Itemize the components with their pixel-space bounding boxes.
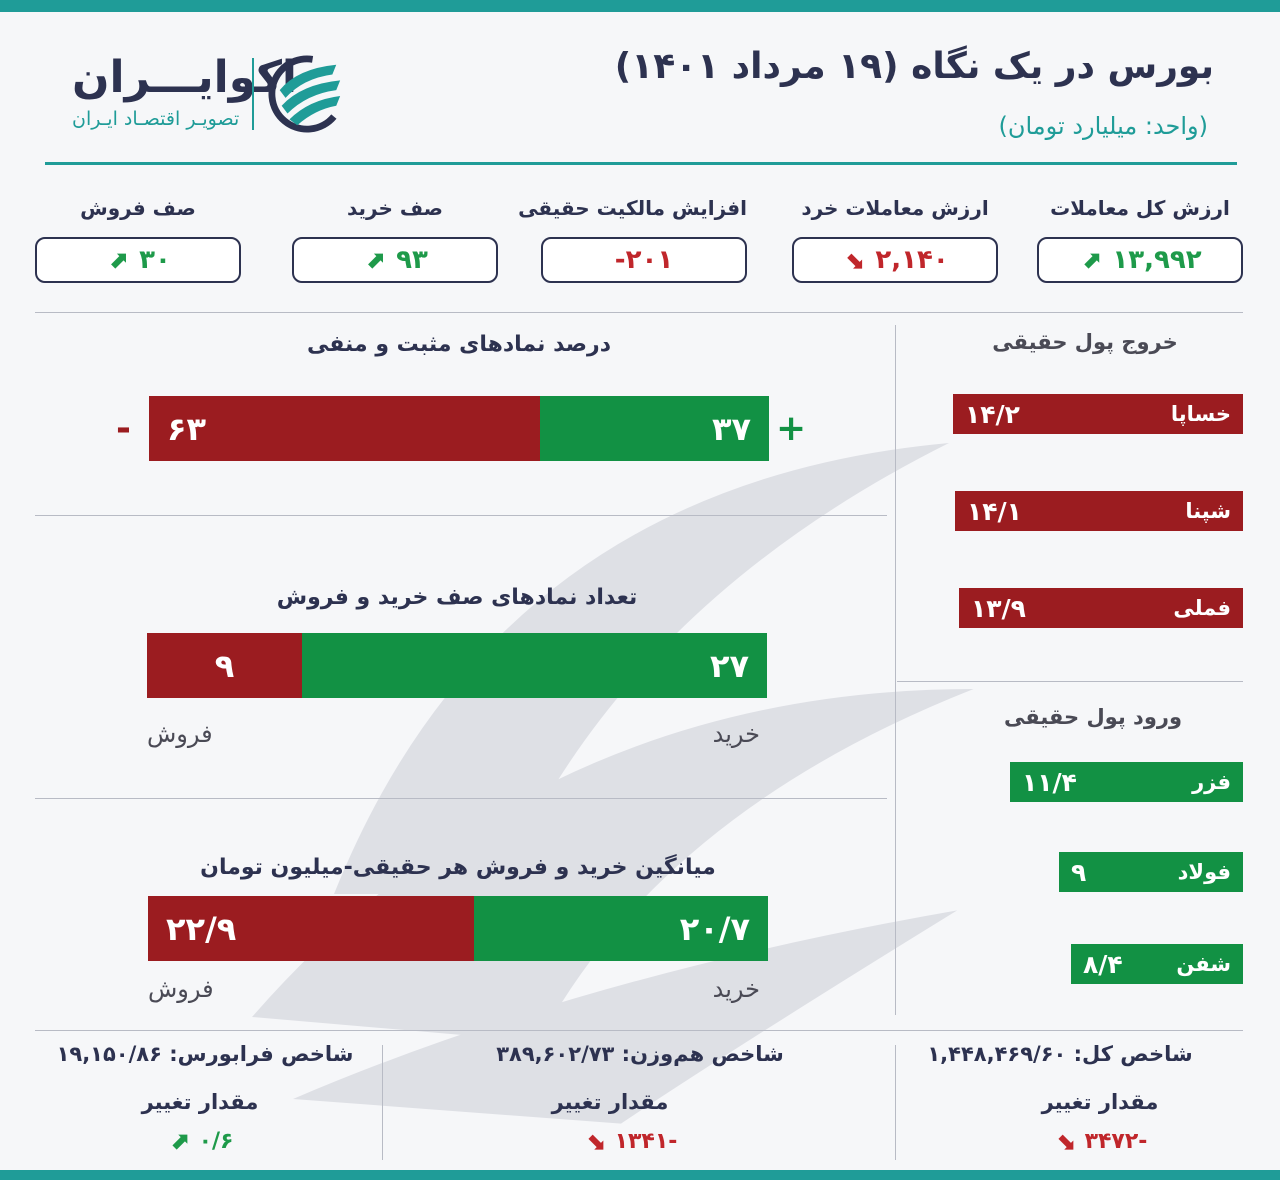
symbol-name: فولاد — [1177, 860, 1231, 884]
plus-sign: + — [776, 408, 807, 449]
percent-section-title: درصد نمادهای مثبت و منفی — [306, 332, 612, 357]
arrow-up-icon: ⬈ — [1081, 246, 1102, 274]
stat-value-retail-value: ۲,۱۴۰ — [875, 245, 949, 275]
negative-value: ۶۳ — [167, 409, 207, 448]
symbol-value: ۹ — [1071, 857, 1087, 887]
divider — [35, 798, 887, 799]
symbol-name: فزر — [1192, 770, 1231, 794]
buy-label: خرید — [712, 975, 760, 1003]
index-total: شاخص کل: ۱,۴۴۸,۴۶۹/۶۰ — [927, 1042, 1193, 1066]
stat-box-total-value: ۱۳,۹۹۲ ⬈ — [1037, 237, 1243, 283]
avg-buy-value: ۲۰/۷ — [679, 909, 750, 948]
brand-logo-icon — [268, 55, 346, 133]
sell-label: فروش — [147, 720, 213, 748]
positive-segment: ۳۷ — [540, 396, 769, 461]
sell-count: ۹ — [214, 646, 235, 685]
change-label: مقدار تغییر — [1041, 1090, 1159, 1114]
avg-bar: ۲۲/۹ ۲۰/۷ — [148, 896, 768, 961]
buy-segment: ۲۷ — [302, 633, 767, 698]
divider — [897, 681, 1243, 682]
unit-note: (واحد: میلیارد تومان) — [998, 112, 1208, 140]
inflow-item: فولاد ۹ — [1059, 852, 1243, 892]
divider — [35, 312, 1243, 313]
inflow-title: ورود پول حقیقی — [1003, 705, 1183, 729]
stat-value-buy-queue: ۹۳ — [396, 245, 428, 275]
divider — [382, 1045, 383, 1160]
page-title: بورس در یک نگاه (۱۹ مرداد ۱۴۰۱) — [614, 46, 1214, 87]
stat-label-retail-value: ارزش معاملات خرد — [801, 196, 989, 220]
symbol-name: فملی — [1173, 596, 1231, 620]
header-divider — [45, 162, 1237, 165]
stat-box-retail-value: ۲,۱۴۰ ⬊ — [792, 237, 998, 283]
arrow-up-icon: ⬈ — [365, 246, 386, 274]
stat-label-total-value: ارزش کل معاملات — [1050, 196, 1230, 220]
brand-tagline: تصویـر اقتصـاد ایـران — [72, 108, 240, 130]
brand-divider — [252, 58, 254, 130]
avg-buy-segment: ۲۰/۷ — [474, 896, 768, 961]
outflow-title: خروج پول حقیقی — [992, 330, 1178, 354]
bottom-accent-bar — [0, 1170, 1280, 1180]
stat-label-sell-queue: صف فروش — [80, 196, 196, 220]
queue-bar: ۹ ۲۷ — [147, 633, 767, 698]
divider — [35, 1030, 1243, 1031]
change-label: مقدار تغییر — [551, 1090, 669, 1114]
index-farabourse: شاخص فرابورس: ۱۹,۱۵۰/۸۶ — [56, 1042, 354, 1066]
inflow-item: فزر ۱۱/۴ — [1010, 762, 1243, 802]
arrow-down-icon: ⬊ — [844, 246, 865, 274]
symbol-name: شپنا — [1185, 499, 1231, 523]
outflow-item: خساپا ۱۴/۲ — [953, 394, 1243, 434]
percent-bar: ۶۳ ۳۷ — [149, 396, 769, 461]
positive-value: ۳۷ — [711, 409, 751, 448]
arrow-down-icon: ⬊ — [1055, 1127, 1076, 1155]
sell-segment: ۹ — [147, 633, 302, 698]
avg-section-title: میانگین خرید و فروش هر حقیقی-میلیون توما… — [200, 855, 716, 880]
stat-label-ownership: افزایش مالکیت حقیقی — [518, 196, 747, 220]
outflow-item: شپنا ۱۴/۱ — [955, 491, 1243, 531]
symbol-value: ۱۴/۱ — [967, 496, 1022, 526]
minus-sign: - — [116, 408, 131, 449]
symbol-value: ۱۴/۲ — [965, 399, 1020, 429]
stat-value-ownership: -۲۰۱ — [614, 245, 674, 275]
divider — [895, 325, 896, 1015]
index-equal-weight: شاخص هم‌وزن: ۳۸۹,۶۰۲/۷۳ — [496, 1042, 784, 1066]
arrow-down-icon: ⬊ — [585, 1127, 606, 1155]
change-label: مقدار تغییر — [141, 1090, 259, 1114]
stat-box-buy-queue: ۹۳ ⬈ — [292, 237, 498, 283]
symbol-name: شفن — [1176, 952, 1231, 976]
queue-section-title: تعداد نمادهای صف خرید و فروش — [276, 585, 638, 610]
negative-segment: ۶۳ — [149, 396, 540, 461]
buy-label: خرید — [712, 720, 760, 748]
stat-value-total-value: ۱۳,۹۹۲ — [1112, 245, 1202, 275]
arrow-up-icon: ⬈ — [108, 246, 129, 274]
index-equal-weight-change: -۱۳۴۱ ⬊ — [520, 1128, 740, 1154]
buy-count: ۲۷ — [709, 646, 749, 685]
top-accent-bar — [0, 0, 1280, 12]
index-total-change: -۳۴۷۲ ⬊ — [1000, 1128, 1200, 1154]
outflow-item: فملی ۱۳/۹ — [959, 588, 1243, 628]
change-value: -۳۴۷۲ — [1084, 1128, 1148, 1154]
symbol-value: ۱۳/۹ — [971, 593, 1026, 623]
sell-label: فروش — [148, 975, 214, 1003]
stat-box-ownership: -۲۰۱ — [541, 237, 747, 283]
arrow-up-icon: ⬈ — [169, 1127, 190, 1155]
avg-sell-value: ۲۲/۹ — [166, 909, 237, 948]
symbol-value: ۱۱/۴ — [1022, 767, 1077, 797]
divider — [895, 1045, 896, 1160]
symbol-value: ۸/۴ — [1083, 949, 1123, 979]
inflow-item: شفن ۸/۴ — [1071, 944, 1243, 984]
stat-box-sell-queue: ۳۰ ⬈ — [35, 237, 241, 283]
change-value: ۰/۶ — [198, 1128, 234, 1154]
divider — [35, 515, 887, 516]
stat-value-sell-queue: ۳۰ — [139, 245, 171, 275]
change-value: -۱۳۴۱ — [614, 1128, 678, 1154]
index-farabourse-change: ۰/۶ ⬈ — [110, 1128, 290, 1154]
symbol-name: خساپا — [1170, 402, 1231, 426]
stat-label-buy-queue: صف خرید — [346, 196, 444, 220]
avg-sell-segment: ۲۲/۹ — [148, 896, 474, 961]
brand-name: اکوایـــران — [72, 52, 297, 103]
